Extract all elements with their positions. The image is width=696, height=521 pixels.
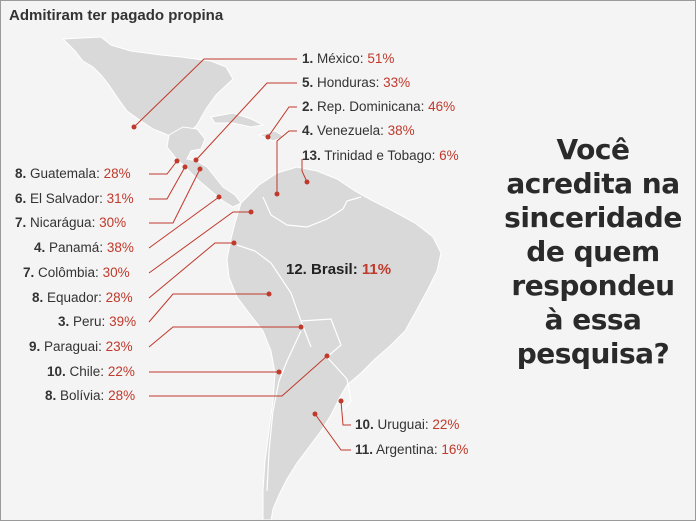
marker-elsalvador (182, 164, 188, 170)
leader-argentina (314, 413, 351, 451)
label-brasil: 12. Brasil: 11% (286, 261, 392, 278)
leader-lines (133, 58, 351, 451)
marker-uruguai (338, 398, 344, 404)
marker-chile (276, 369, 282, 375)
label-panama: 4. Panamá: 38% (34, 240, 134, 255)
map-title: Admitiram ter pagado propina (9, 7, 224, 24)
leader-paraguai (148, 326, 301, 348)
question-line: sinceridade (504, 201, 682, 234)
marker-mexico (131, 124, 137, 130)
question-line: à essa (544, 303, 642, 336)
question-line: acredita na (506, 167, 680, 200)
landmass-cuba (210, 112, 265, 128)
leader-honduras (195, 82, 297, 161)
label-nicaragua: 7. Nicarágua: 30% (15, 215, 127, 230)
leader-colombia (148, 211, 251, 274)
leader-mexico (133, 58, 297, 128)
label-peru: 3. Peru: 39% (58, 314, 137, 329)
leader-elsalvador (149, 166, 186, 200)
country-markers (131, 124, 344, 417)
label-mexico: 1. México: 51% (302, 51, 395, 66)
marker-repdom (265, 134, 271, 140)
label-trinidad: 13. Trinidad e Tobago: 6% (302, 148, 459, 163)
landmass-central-america (166, 126, 242, 208)
question-line: de quem (526, 235, 660, 268)
leader-venezuela (276, 130, 297, 194)
marker-venezuela (274, 191, 280, 197)
overlay-question: Você acredita na sinceridade de quem res… (493, 133, 693, 371)
label-venezuela: 4. Venezuela: 38% (302, 123, 415, 138)
marker-guatemala (174, 158, 180, 164)
label-repdom: 2. Rep. Dominicana: 46% (302, 99, 456, 114)
marker-paraguai (298, 324, 304, 330)
marker-argentina (312, 411, 318, 417)
label-colombia: 7. Colômbia: 30% (23, 265, 130, 280)
leader-repdom (267, 106, 297, 138)
leader-peru (148, 293, 269, 323)
leader-trinidad (301, 159, 308, 183)
label-uruguai: 10. Uruguai: 22% (355, 417, 460, 432)
marker-bolivia (324, 353, 330, 359)
leader-uruguai (340, 400, 351, 426)
marker-peru (266, 291, 272, 297)
label-paraguai: 9. Paraguai: 23% (29, 339, 133, 354)
question-line: respondeu (511, 269, 675, 302)
marker-equador (231, 240, 237, 246)
landmass-south-america (226, 166, 442, 520)
label-argentina: 11. Argentina: 16% (355, 442, 469, 457)
label-chile: 10. Chile: 22% (47, 364, 135, 379)
marker-trinidad (304, 179, 310, 185)
leader-nicaragua (149, 168, 201, 224)
label-guatemala: 8. Guatemala: 28% (15, 166, 131, 181)
leader-panama (148, 196, 220, 249)
landmass-hispaniola (257, 130, 287, 142)
landmass-north-america (61, 36, 234, 140)
leader-bolivia (149, 355, 328, 397)
question-line: Você (556, 133, 630, 166)
marker-nicaragua (197, 166, 203, 172)
marker-honduras (193, 157, 199, 163)
leader-equador (148, 242, 234, 299)
label-honduras: 5. Honduras: 33% (302, 75, 411, 90)
marker-panama (216, 194, 222, 200)
leader-guatemala (149, 160, 178, 175)
question-line: pesquisa? (516, 337, 670, 370)
label-bolivia: 8. Bolívia: 28% (45, 388, 136, 403)
marker-colombia (248, 209, 254, 215)
label-equador: 8. Equador: 28% (32, 290, 133, 305)
label-elsalvador: 6. El Salvador: 31% (15, 191, 134, 206)
